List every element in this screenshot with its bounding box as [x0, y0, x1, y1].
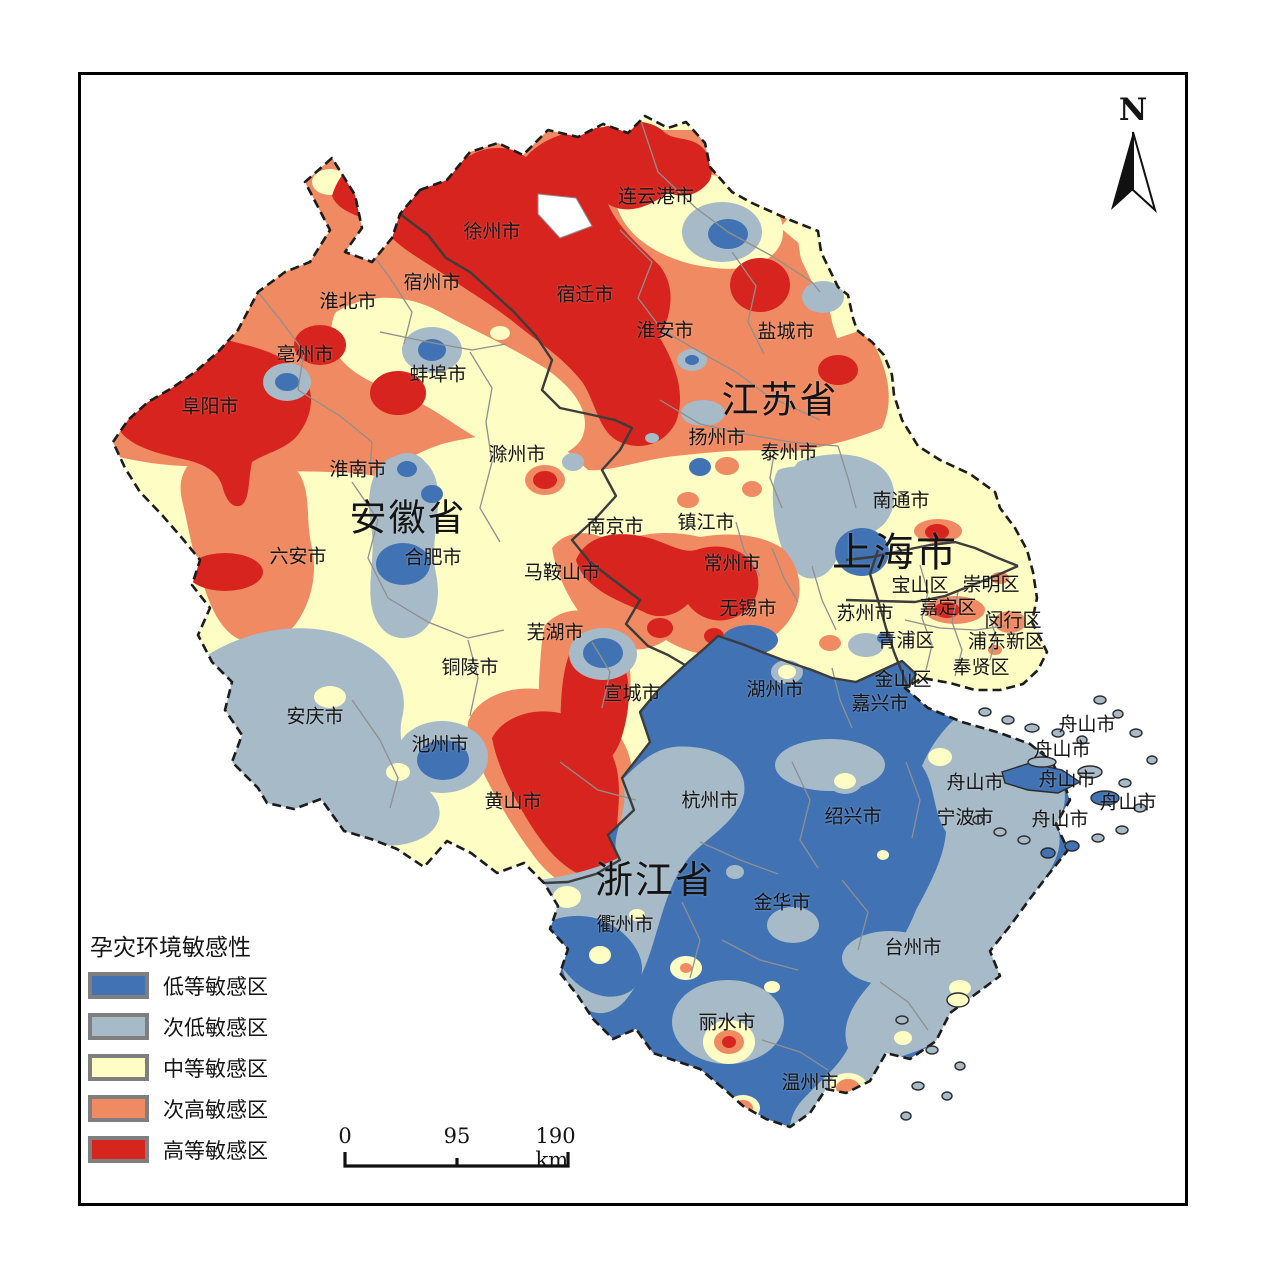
legend-label: 次低敏感区 [163, 1015, 268, 1040]
legend-label: 高等敏感区 [163, 1138, 268, 1163]
province-boundaries [399, 213, 1019, 885]
legend-item: 中等敏感区 [88, 1054, 268, 1081]
legend-item: 低等敏感区 [88, 972, 268, 999]
scalebar-bar [343, 1152, 570, 1168]
legend-label: 低等敏感区 [163, 974, 268, 999]
legend-label: 中等敏感区 [163, 1056, 268, 1081]
legend-swatch-subhigh [88, 1095, 149, 1122]
legend: 孕灾环境敏感性 低等敏感区 次低敏感区 中等敏感区 次高敏感区 高等敏感区 [88, 928, 268, 1177]
scalebar-tick-190: 190 km [535, 1124, 576, 1172]
legend-item: 次低敏感区 [88, 1013, 268, 1040]
north-arrow-label: N [1118, 92, 1148, 128]
legend-swatch-high [88, 1136, 149, 1163]
legend-swatch-mid [88, 1054, 149, 1081]
legend-item: 次高敏感区 [88, 1095, 268, 1122]
islands [895, 695, 1158, 1121]
north-arrow-icon [1111, 131, 1157, 214]
scale-bar: 0 95 190 km [333, 1124, 633, 1172]
legend-title: 孕灾环境敏感性 [90, 935, 251, 961]
scalebar-tick-95: 95 [443, 1124, 471, 1148]
legend-swatch-low [88, 972, 149, 999]
scalebar-tick-0: 0 [338, 1124, 352, 1148]
north-arrow: N [1096, 92, 1170, 218]
sensitivity-zones [113, 121, 1070, 1127]
legend-label: 次高敏感区 [163, 1097, 268, 1122]
city-boundaries [257, 117, 1006, 1071]
legend-item: 高等敏感区 [88, 1136, 268, 1163]
legend-swatch-sublow [88, 1013, 149, 1040]
